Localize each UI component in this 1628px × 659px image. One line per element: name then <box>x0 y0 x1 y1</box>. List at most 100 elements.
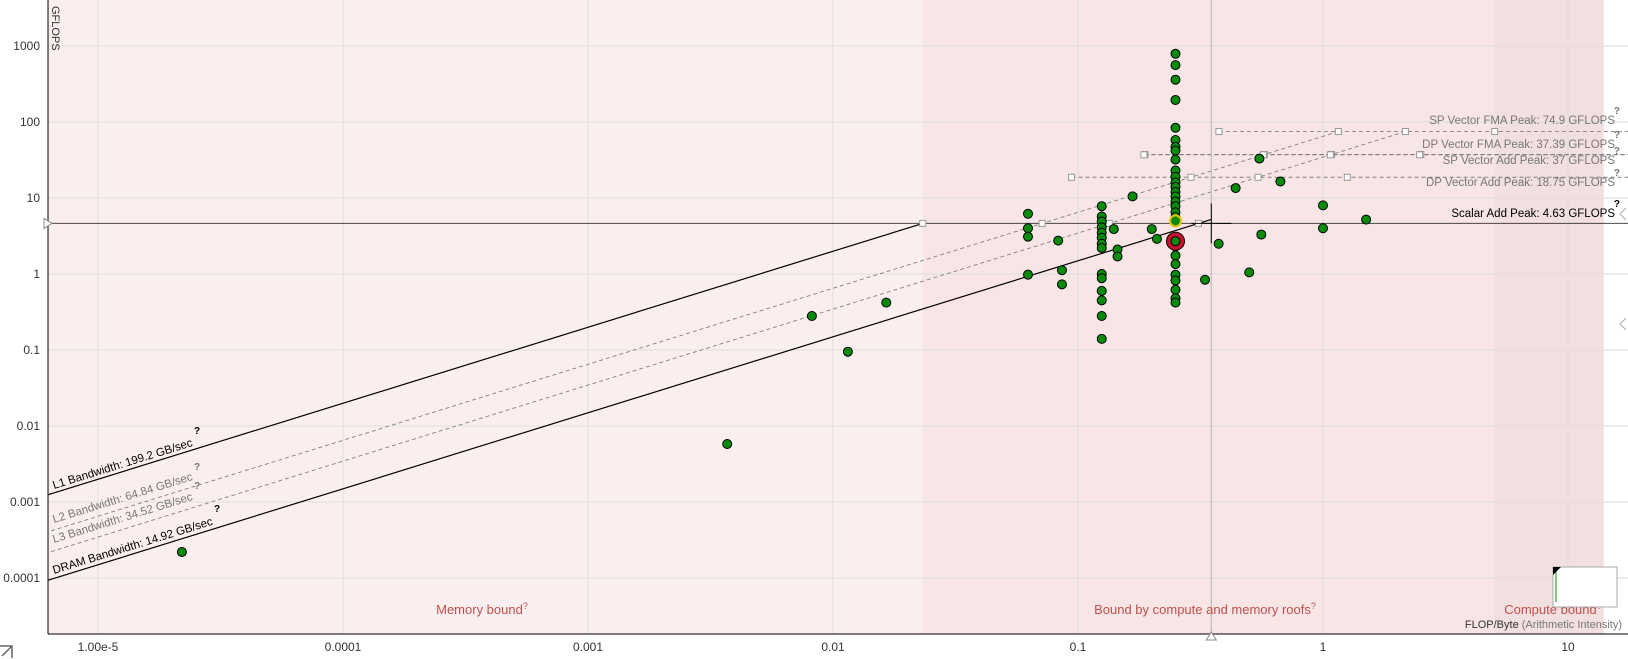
region-1 <box>922 0 1495 634</box>
minimap-frame <box>1552 566 1618 608</box>
crosshair-x-handle[interactable] <box>1205 631 1218 641</box>
region-label-0: Memory bound? <box>436 601 528 617</box>
compute-roof-help-1[interactable]: ? <box>1614 130 1620 141</box>
bandwidth-roof-help-0[interactable]: ? <box>194 426 200 437</box>
data-point[interactable] <box>1170 60 1181 71</box>
data-point[interactable] <box>1096 285 1107 296</box>
data-point[interactable] <box>1056 265 1067 276</box>
data-point[interactable] <box>1170 284 1181 295</box>
data-point[interactable] <box>1108 224 1119 235</box>
x-tick-label-6: 10 <box>1561 640 1575 654</box>
data-point[interactable] <box>1022 231 1033 242</box>
minimap-corner-icon <box>1553 567 1561 575</box>
data-point[interactable] <box>1151 233 1162 244</box>
data-point[interactable] <box>1022 269 1033 280</box>
x-axis-title: FLOP/Byte (Arithmetic Intensity) <box>1465 619 1622 631</box>
roof-intersection-0-2 <box>1401 128 1409 136</box>
x-tick-label-5: 1 <box>1320 640 1327 654</box>
highlight-point-inner <box>1170 236 1181 247</box>
region-label-1: Bound by compute and memory roofs? <box>1094 601 1316 617</box>
bandwidth-roof-help-3[interactable]: ? <box>214 504 220 515</box>
minimap[interactable] <box>1552 566 1618 608</box>
data-point[interactable] <box>1112 251 1123 262</box>
bandwidth-roof-1[interactable] <box>24 131 1339 540</box>
data-point[interactable] <box>1254 153 1265 164</box>
gridlines <box>48 0 1628 634</box>
data-point[interactable] <box>1096 242 1107 253</box>
data-point[interactable] <box>1053 235 1064 246</box>
roof-intersection-2-2 <box>1326 151 1334 159</box>
data-point[interactable] <box>1170 48 1181 59</box>
compute-roof-help-3[interactable]: ? <box>1614 168 1620 179</box>
data-point[interactable] <box>1096 333 1107 344</box>
data-point[interactable] <box>1213 238 1224 249</box>
bandwidth-roof-0[interactable] <box>24 222 923 502</box>
roof-intersection-3-3 <box>1343 173 1351 181</box>
selected-point[interactable] <box>1168 214 1182 228</box>
data-point[interactable] <box>1318 223 1328 234</box>
data-points[interactable] <box>176 48 1372 557</box>
data-point[interactable] <box>1230 183 1241 194</box>
data-point[interactable] <box>1096 311 1107 322</box>
data-point[interactable] <box>1127 191 1138 202</box>
data-point[interactable] <box>1096 295 1107 306</box>
data-point[interactable] <box>842 346 853 357</box>
roof-intersection-2-3 <box>1416 151 1424 159</box>
data-point[interactable] <box>1096 273 1107 284</box>
roof-intersection-0-0 <box>1215 128 1223 136</box>
data-point[interactable] <box>1146 224 1157 235</box>
bandwidth-roof-help-1[interactable]: ? <box>194 462 200 473</box>
x-tick-label-2: 0.001 <box>573 640 603 654</box>
compute-roof-label-4: Scalar Add Peak: 4.63 GFLOPS <box>1451 208 1615 220</box>
data-point[interactable] <box>806 311 817 322</box>
y-tick-label-5: 0.01 <box>17 419 41 433</box>
x-tick-label-0: 1.00e-5 <box>78 640 119 654</box>
y-tick-label-0: 1000 <box>13 39 40 53</box>
compute-roof-label-1: DP Vector FMA Peak: 37.39 GFLOPS <box>1422 139 1615 151</box>
data-point[interactable] <box>1022 223 1033 234</box>
compute-roof-help-0[interactable]: ? <box>1614 106 1620 117</box>
right-handle-bottom-icon[interactable] <box>1619 317 1627 331</box>
y-axis-title: GFLOPS <box>49 6 61 51</box>
y-tick-label-3: 1 <box>33 267 40 281</box>
data-point[interactable] <box>722 438 733 449</box>
y-tick-label-6: 0.001 <box>10 495 40 509</box>
data-point[interactable] <box>1200 274 1211 285</box>
data-point[interactable] <box>1170 94 1181 105</box>
roof-intersection-0-1 <box>1334 128 1342 136</box>
bandwidth-roof-3[interactable] <box>24 218 1212 587</box>
data-point[interactable] <box>1170 275 1181 286</box>
expand-icon[interactable] <box>0 645 13 658</box>
data-point[interactable] <box>1244 267 1255 278</box>
data-point[interactable] <box>1170 145 1181 156</box>
data-point[interactable] <box>881 297 892 308</box>
data-point[interactable] <box>1096 201 1107 212</box>
data-point[interactable] <box>176 546 187 557</box>
data-point[interactable] <box>1022 208 1033 219</box>
data-point[interactable] <box>1170 74 1181 85</box>
data-point[interactable] <box>1170 122 1181 133</box>
data-point[interactable] <box>1170 297 1181 308</box>
data-point[interactable] <box>1170 250 1181 261</box>
data-point[interactable] <box>1170 154 1181 165</box>
compute-roof-help-2[interactable]: ? <box>1614 146 1620 157</box>
y-tick-label-4: 0.1 <box>23 343 40 357</box>
data-point[interactable] <box>1361 214 1372 225</box>
data-point[interactable] <box>1275 176 1286 187</box>
crosshair-y-handle[interactable] <box>43 217 53 230</box>
compute-roof-label-0: SP Vector FMA Peak: 74.9 GFLOPS <box>1429 115 1615 127</box>
region-backgrounds <box>48 0 1604 634</box>
x-tick-label-3: 0.01 <box>821 640 845 654</box>
roof-intersection-0-3 <box>1491 128 1499 136</box>
bandwidth-roof-help-2[interactable]: ? <box>194 481 200 492</box>
data-point[interactable] <box>1256 229 1267 240</box>
data-point[interactable] <box>1170 259 1181 270</box>
right-handle-top-icon[interactable] <box>1619 207 1627 221</box>
data-point[interactable] <box>1056 279 1067 290</box>
data-point[interactable] <box>1318 200 1328 211</box>
compute-roof-help-4[interactable]: ? <box>1614 199 1620 210</box>
roof-intersection-3-2 <box>1254 173 1262 181</box>
roof-intersection-2-0 <box>1140 151 1148 159</box>
